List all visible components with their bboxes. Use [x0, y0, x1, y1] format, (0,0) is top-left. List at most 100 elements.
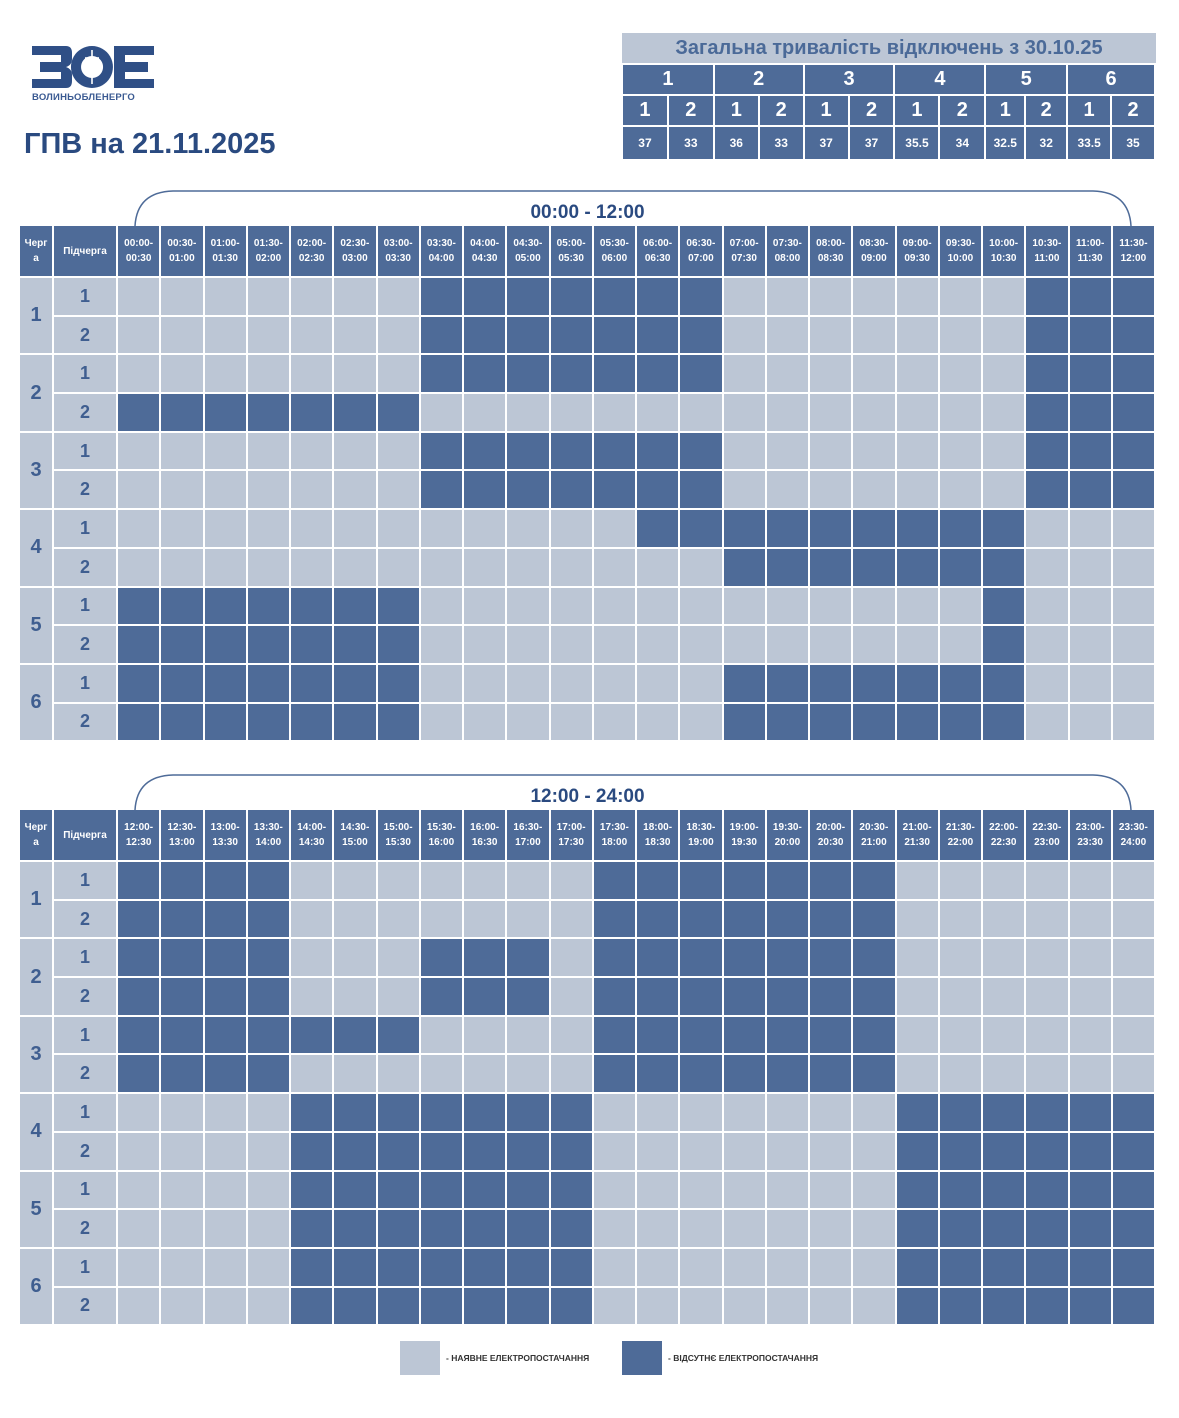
- outage-cell: [1069, 1246, 1113, 1286]
- outage-cell: [593, 898, 637, 938]
- available-cell: [766, 314, 810, 354]
- outage-cell: [377, 1092, 421, 1131]
- outage-cell: [637, 1053, 681, 1093]
- available-cell: [247, 546, 291, 586]
- available-cell: [1026, 585, 1070, 625]
- available-cell: [983, 1014, 1027, 1054]
- summary-subqueue: 1: [895, 94, 941, 125]
- available-cell: [680, 1208, 724, 1247]
- outage-cell: [204, 1014, 248, 1054]
- available-cell: [810, 1246, 854, 1286]
- queue-label-6: 6: [20, 1246, 54, 1325]
- available-cell: [723, 392, 767, 431]
- summary-value: 37: [849, 125, 896, 159]
- time-slot-header: 07:00- 07:30: [723, 226, 767, 276]
- summary-value: 36: [714, 125, 760, 159]
- outage-cell: [291, 1169, 335, 1209]
- queue-label-1: 1: [20, 860, 54, 938]
- outage-cell: [637, 937, 681, 977]
- available-cell: [1026, 1014, 1070, 1054]
- available-cell: [291, 976, 335, 1015]
- outage-cell: [464, 1208, 508, 1247]
- available-cell: [204, 1246, 248, 1286]
- available-cell: [939, 937, 983, 977]
- available-cell: [420, 546, 464, 586]
- subqueue-header: Підчерга: [54, 226, 118, 276]
- available-cell: [896, 353, 940, 393]
- available-cell: [204, 1208, 248, 1247]
- available-cell: [896, 585, 940, 625]
- time-slot-header: 20:00- 20:30: [810, 810, 854, 860]
- available-cell: [766, 1130, 810, 1170]
- legend-available-label: - НАЯВНЕ ЕЛЕКТРОПОСТАЧАННЯ: [446, 1353, 590, 1363]
- available-cell: [723, 1092, 767, 1131]
- available-cell: [723, 314, 767, 354]
- outage-cell: [766, 546, 810, 586]
- available-cell: [161, 1092, 205, 1131]
- available-cell: [204, 1092, 248, 1131]
- available-cell: [723, 585, 767, 625]
- outage-cell: [593, 276, 637, 315]
- summary-queue-2: 2: [714, 63, 805, 94]
- available-cell: [1069, 508, 1113, 547]
- outage-cell: [161, 898, 205, 938]
- outage-cell: [1069, 1130, 1113, 1170]
- available-cell: [896, 276, 940, 315]
- available-cell: [550, 898, 594, 938]
- outage-cell: [118, 624, 162, 663]
- available-cell: [118, 314, 162, 354]
- subqueue-label: 1: [54, 1246, 118, 1286]
- available-cell: [1112, 1014, 1156, 1054]
- outage-cell: [1069, 276, 1113, 315]
- available-cell: [766, 1246, 810, 1286]
- outage-cell: [593, 469, 637, 509]
- outage-cell: [1112, 353, 1156, 393]
- subqueue-label: 2: [54, 1130, 118, 1170]
- outage-cell: [334, 1169, 378, 1209]
- subqueue-header: Підчерга: [54, 810, 118, 860]
- outage-cell: [118, 860, 162, 899]
- available-cell: [939, 430, 983, 470]
- available-cell: [247, 353, 291, 393]
- summary-value: 37: [804, 125, 850, 159]
- outage-cell: [161, 585, 205, 625]
- available-cell: [377, 546, 421, 586]
- available-cell: [1069, 662, 1113, 702]
- outage-cell: [464, 976, 508, 1015]
- available-cell: [161, 1130, 205, 1170]
- available-cell: [983, 937, 1027, 977]
- outage-cell: [939, 1092, 983, 1131]
- outage-cell: [1069, 392, 1113, 431]
- available-cell: [204, 276, 248, 315]
- available-cell: [766, 585, 810, 625]
- page-title: ГПВ на 21.11.2025: [24, 128, 276, 160]
- subqueue-label: 2: [54, 898, 118, 938]
- subqueue-label: 1: [54, 1014, 118, 1054]
- time-slot-header: 07:30- 08:00: [766, 226, 810, 276]
- outage-cell: [983, 1169, 1027, 1209]
- available-cell: [810, 276, 854, 315]
- available-cell: [464, 1014, 508, 1054]
- available-cell: [853, 624, 897, 663]
- outage-cell: [464, 430, 508, 470]
- available-cell: [766, 276, 810, 315]
- outage-cell: [291, 392, 335, 431]
- outage-cell: [161, 1014, 205, 1054]
- available-cell: [810, 1092, 854, 1131]
- summary-subqueue: 2: [759, 94, 805, 125]
- available-cell: [550, 508, 594, 547]
- available-cell: [291, 276, 335, 315]
- time-slot-header: 05:00- 05:30: [550, 226, 594, 276]
- outage-cell: [464, 1285, 508, 1325]
- outage-cell: [853, 508, 897, 547]
- available-cell: [853, 1246, 897, 1286]
- time-slot-header: 13:30- 14:00: [247, 810, 291, 860]
- available-cell: [983, 898, 1027, 938]
- available-cell: [680, 1092, 724, 1131]
- outage-cell: [1112, 1246, 1156, 1286]
- time-slot-header: 17:30- 18:00: [593, 810, 637, 860]
- summary-value: 33: [668, 125, 715, 159]
- outage-cell: [1069, 314, 1113, 354]
- outage-cell: [853, 937, 897, 977]
